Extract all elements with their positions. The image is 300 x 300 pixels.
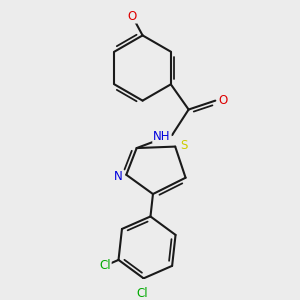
Text: O: O (128, 10, 137, 22)
Text: S: S (180, 139, 187, 152)
Text: O: O (218, 94, 227, 107)
Text: Cl: Cl (99, 259, 111, 272)
Text: NH: NH (153, 130, 171, 143)
Text: Cl: Cl (136, 286, 148, 300)
Text: N: N (114, 170, 122, 183)
